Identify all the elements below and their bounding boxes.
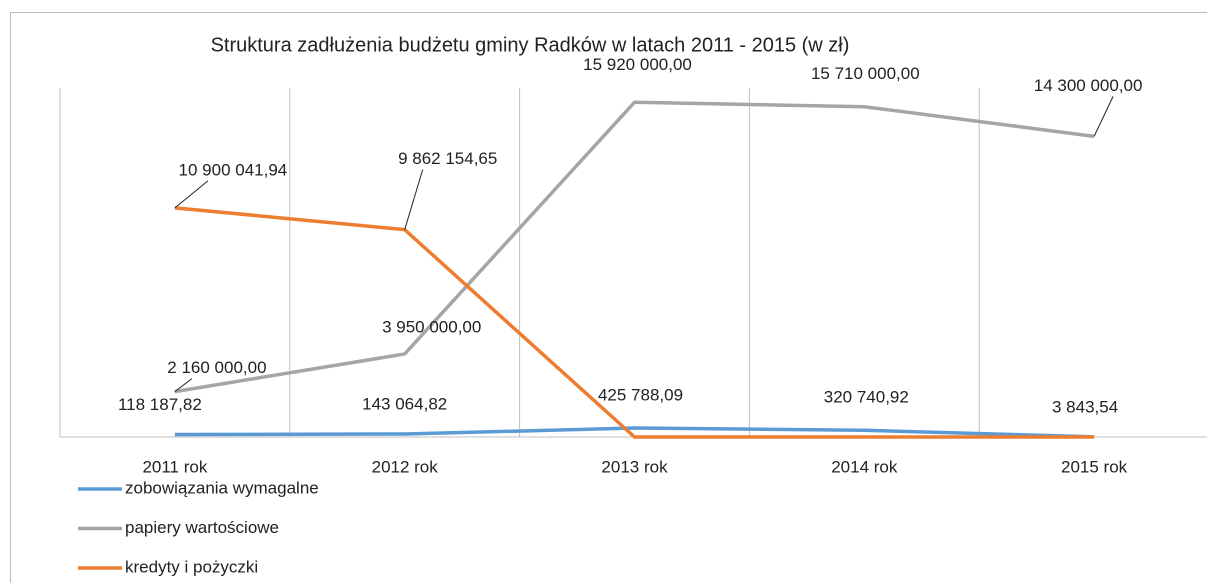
series-line xyxy=(174,426,1095,439)
legend-label: zobowiązania wymagalne xyxy=(125,478,319,497)
chart-frame xyxy=(10,12,1207,583)
data-label: 3 843,54 xyxy=(1052,397,1118,416)
data-label: 425 788,09 xyxy=(598,386,683,405)
leader-line xyxy=(404,169,424,230)
x-tick-label: 2014 rok xyxy=(831,457,898,476)
chart-title: Struktura zadłużenia budżetu gminy Radkó… xyxy=(211,34,850,56)
data-label: 3 950 000,00 xyxy=(382,317,481,336)
x-tick-label: 2012 rok xyxy=(372,457,439,476)
data-label: 320 740,92 xyxy=(824,388,909,407)
data-label: 2 160 000,00 xyxy=(167,358,266,377)
series-line xyxy=(174,206,1095,439)
leader-line xyxy=(174,180,209,209)
data-label: 9 862 154,65 xyxy=(398,149,497,168)
data-label: 10 900 041,94 xyxy=(179,160,288,179)
leader-line xyxy=(1093,96,1114,137)
data-label: 15 920 000,00 xyxy=(583,55,692,74)
data-label: 143 064,82 xyxy=(362,394,447,413)
x-tick-label: 2015 rok xyxy=(1061,457,1128,476)
x-tick-label: 2011 rok xyxy=(142,457,207,476)
data-label: 14 300 000,00 xyxy=(1034,76,1143,95)
series-line xyxy=(174,100,1095,394)
legend-label: kredyty i pożyczki xyxy=(125,557,258,576)
data-label: 15 710 000,00 xyxy=(811,64,920,83)
legend-label: papiery wartościowe xyxy=(125,518,279,537)
x-tick-label: 2013 rok xyxy=(601,457,668,476)
leader-line xyxy=(174,378,193,392)
data-label: 118 187,82 xyxy=(118,395,202,414)
